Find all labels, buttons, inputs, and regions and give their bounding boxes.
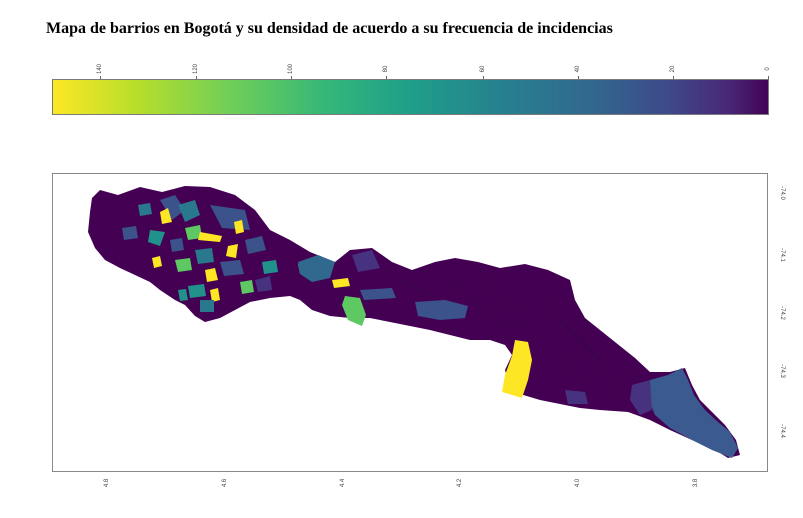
colorbar-tick-mark [673,76,674,79]
colorbar-tick-mark [100,76,101,79]
lon-tick-label: 4.2 [457,478,463,488]
region-blue-north [298,255,335,282]
lon-tick-label: 4.6 [222,478,228,488]
region-blue-right [415,300,468,320]
district-base [88,186,740,458]
lat-tick-label: -74.2 [779,306,785,320]
colorbar [52,79,769,115]
region-blue-mid [360,288,396,300]
lat-tick-label: -74.4 [779,424,785,438]
colorbar-tick-mark [196,76,197,79]
region-purple-southeast [630,380,652,415]
lat-tick-label: -74.1 [779,248,785,262]
urban-cluster [122,195,312,312]
lon-tick-label: 4.0 [575,478,581,488]
colorbar-tick-mark [578,76,579,79]
region-yellow-south [502,340,532,398]
region-purple-south [565,390,588,404]
lon-tick-label: 3.8 [693,478,699,488]
map-frame [52,173,768,472]
region-yellow-small [332,278,350,288]
lat-tick-label: -74.0 [779,186,785,200]
map-title: Mapa de barrios en Bogotá y su densidad … [46,20,613,37]
region-green [342,296,366,326]
lat-tick-label: -74.3 [779,364,785,378]
colorbar-tick-mark [483,76,484,79]
lon-tick-label: 4.8 [104,478,110,488]
colorbar-tick-mark [386,76,387,79]
colorbar-tick-mark [291,76,292,79]
region-blue-southeast [648,368,738,458]
colorbar-tick-mark [768,76,769,79]
lon-tick-label: 4.4 [340,478,346,488]
region-purple-mid [352,250,380,272]
